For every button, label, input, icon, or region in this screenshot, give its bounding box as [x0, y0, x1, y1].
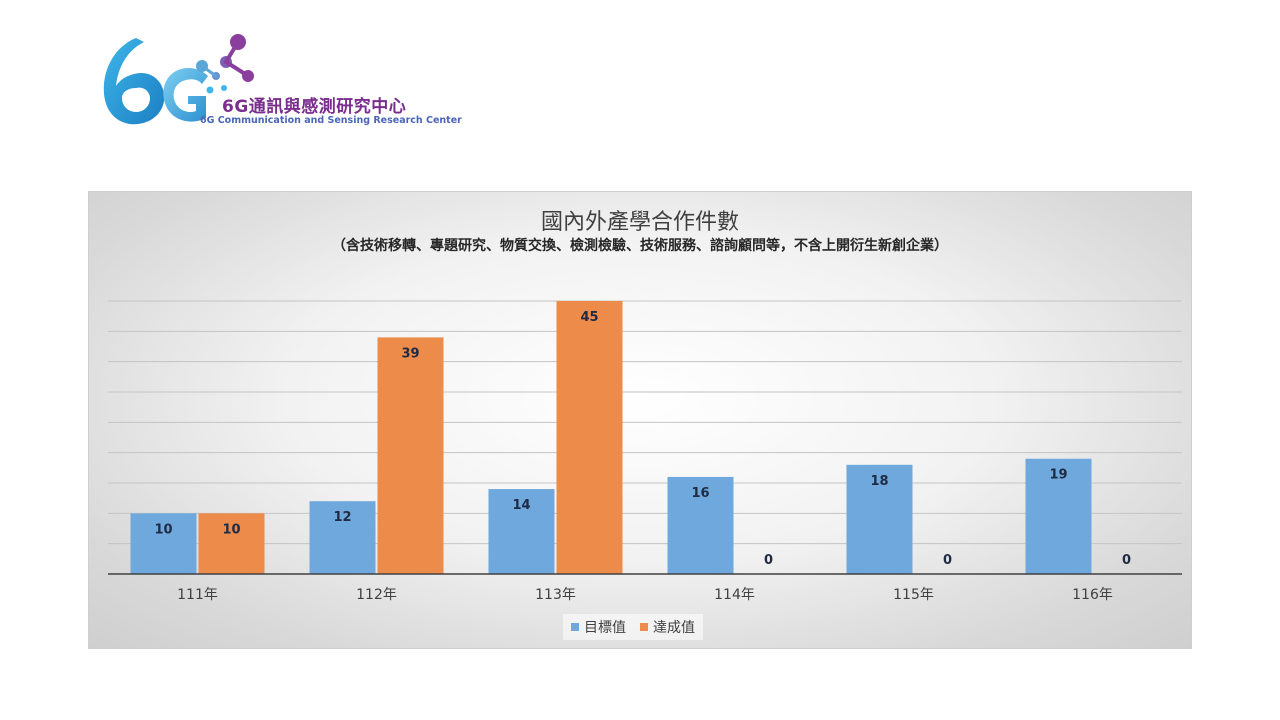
- data-label-achieved-0: 10: [222, 522, 240, 537]
- legend: 目標值 達成值: [563, 614, 703, 640]
- logo-title: 6G通訊與感測研究中心: [222, 97, 407, 117]
- legend-item-achieved: 達成值: [640, 617, 695, 637]
- data-label-achieved-2: 45: [580, 310, 598, 325]
- data-label-target-4: 18: [870, 474, 888, 489]
- data-label-achieved-4: 0: [943, 553, 952, 568]
- data-label-achieved-3: 0: [764, 553, 773, 568]
- data-label-target-2: 14: [512, 498, 530, 513]
- data-label-target-1: 12: [333, 510, 351, 525]
- data-labels: 10 10 12 39 14 45 16 0 18 0 19 0: [154, 310, 1131, 568]
- data-label-achieved-1: 39: [401, 346, 419, 361]
- x-tick-label: 115年: [893, 587, 934, 603]
- data-label-target-3: 16: [691, 486, 709, 501]
- bars: [130, 301, 1092, 574]
- logo-6g-mark: [103, 34, 254, 125]
- bar-achieved-2: [556, 301, 623, 574]
- x-tick-label: 113年: [535, 587, 576, 603]
- x-tick-label: 114年: [714, 587, 755, 603]
- data-label-achieved-5: 0: [1122, 553, 1131, 568]
- bar-achieved-0: [198, 513, 265, 574]
- legend-label-target: 目標值: [584, 620, 626, 636]
- x-tick-label: 116年: [1072, 587, 1113, 603]
- logo-subtitle: 6G Communication and Sensing Research Ce…: [200, 115, 462, 126]
- bar-target-4: [846, 464, 913, 574]
- chart-title: 國內外產學合作件數: [540, 210, 739, 235]
- legend-swatch-achieved: [640, 623, 648, 631]
- legend-label-achieved: 達成值: [653, 620, 695, 636]
- legend-item-target: 目標值: [571, 617, 626, 637]
- bar-target-3: [667, 476, 734, 574]
- center-logo: 6G通訊與感測研究中心 6G Communication and Sensing…: [98, 32, 462, 132]
- chart-panel: 國內外產學合作件數 （含技術移轉、專題研究、物質交換、檢測檢驗、技術服務、諮詢顧…: [88, 191, 1192, 649]
- data-label-target-5: 19: [1049, 468, 1067, 483]
- legend-swatch-target: [571, 623, 579, 631]
- bar-target-5: [1025, 458, 1092, 574]
- bar-achieved-1: [377, 337, 444, 574]
- x-tick-label: 111年: [177, 587, 218, 603]
- gridlines: [108, 300, 1182, 545]
- bar-target-2: [488, 489, 555, 574]
- bar-target-0: [130, 513, 197, 574]
- bar-target-1: [309, 501, 376, 574]
- data-label-target-0: 10: [154, 522, 172, 537]
- chart-subtitle: （含技術移轉、專題研究、物質交換、檢測檢驗、技術服務、諮詢顧問等，不含上開衍生新…: [332, 238, 948, 254]
- x-tick-label: 112年: [356, 587, 397, 603]
- x-axis: 111年 112年 113年 114年 115年 116年: [108, 573, 1182, 603]
